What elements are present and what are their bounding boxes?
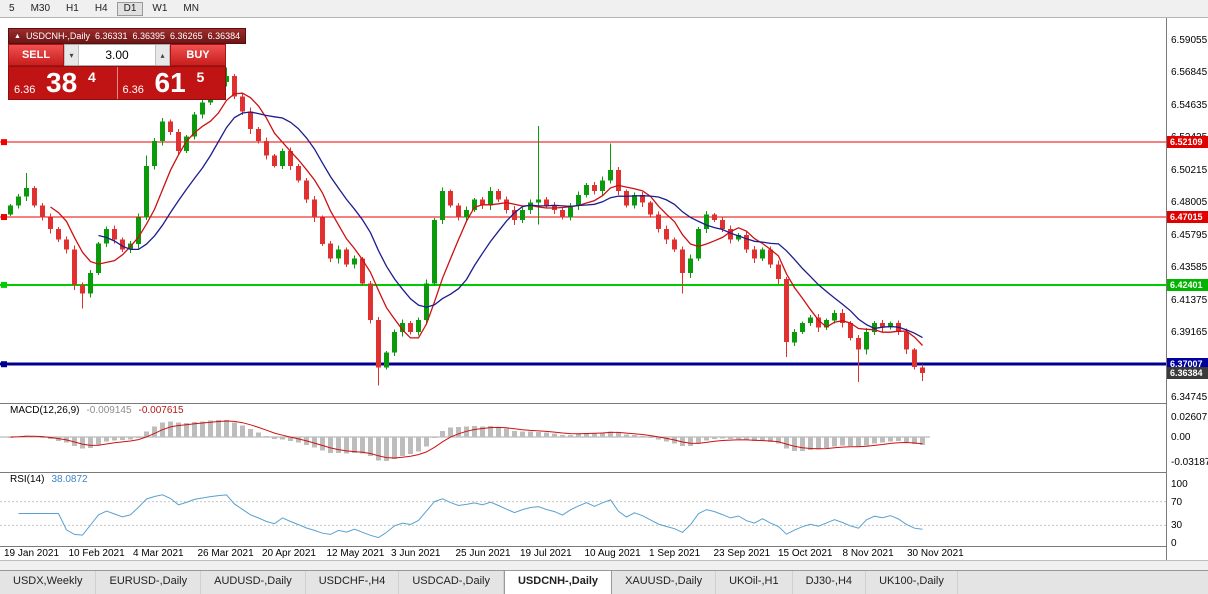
macd-main-value: -0.009145 <box>86 405 132 416</box>
date-label: 8 Nov 2021 <box>842 548 894 559</box>
rsi-indicator-name: RSI(14) <box>10 474 45 485</box>
volume-decrease-button[interactable]: ▾ <box>64 45 79 65</box>
price-tag: 6.37007 <box>1167 358 1208 371</box>
rsi-value: 38.0872 <box>51 474 88 485</box>
buy-price-base: 6.36 <box>122 84 144 96</box>
rsi-axis-label: 70 <box>1171 496 1183 508</box>
price-tag: 6.42401 <box>1167 278 1208 291</box>
macd-indicator-name: MACD(12,26,9) <box>10 405 80 416</box>
date-label: 3 Jun 2021 <box>391 548 441 559</box>
rsi-label: RSI(14) 38.0872 <box>10 474 88 485</box>
sell-price-pips: 38 <box>46 67 78 98</box>
chart-tab-usdx-weekly[interactable]: USDX,Weekly <box>0 571 97 594</box>
timeframe-toolbar: 5 M30 H1 H4 D1 W1 MN <box>0 0 1208 18</box>
chart-tab-eurusd-daily[interactable]: EURUSD-,Daily <box>96 571 202 594</box>
volume-control: ▾ ▴ <box>64 44 170 66</box>
timeframe-button-MN[interactable]: MN <box>176 1 206 16</box>
chart-tab-usdchf-h4[interactable]: USDCHF-,H4 <box>306 571 400 594</box>
date-label: 4 Mar 2021 <box>133 548 184 559</box>
price-tag: 6.52109 <box>1167 136 1208 149</box>
ohlc-low-value: 6.36265 <box>170 31 203 41</box>
chart-tab-bar: USDX,Weekly EURUSD-,Daily AUDUSD-,Daily USD… <box>0 570 1208 594</box>
rsi-axis-label: 30 <box>1171 520 1183 532</box>
date-label: 19 Jan 2021 <box>4 548 60 559</box>
buy-price-point: 5 <box>196 69 205 85</box>
chart-tab-usdcad-daily[interactable]: USDCAD-,Daily <box>399 571 504 594</box>
price-tick-label: 6.48005 <box>1171 197 1208 209</box>
date-label: 30 Nov 2021 <box>907 548 964 559</box>
date-label: 15 Oct 2021 <box>778 548 833 559</box>
chart-symbol-label: USDCNH-,Daily <box>25 31 90 41</box>
chart-tab-xauusd-daily[interactable]: XAUUSD-,Daily <box>612 571 717 594</box>
timeframe-button-5[interactable]: 5 <box>2 1 22 16</box>
macd-label: MACD(12,26,9) -0.009145 -0.007615 <box>10 405 184 416</box>
price-tick-label: 6.54635 <box>1171 99 1208 111</box>
volume-increase-button[interactable]: ▴ <box>155 45 170 65</box>
timeframe-button-H1[interactable]: H1 <box>59 1 86 16</box>
price-tick-label: 6.56845 <box>1171 67 1208 79</box>
rsi-svg[interactable] <box>0 473 1166 546</box>
price-tick-label: 6.39165 <box>1171 327 1208 339</box>
one-click-trading-panel: SELL ▾ ▴ BUY 6.36 38 4 6.36 <box>8 44 226 100</box>
buy-button[interactable]: BUY <box>170 44 226 66</box>
timeframe-button-W1[interactable]: W1 <box>145 1 175 16</box>
ohlc-high-value: 6.36395 <box>132 31 166 41</box>
date-label: 12 May 2021 <box>326 548 385 559</box>
date-label: 10 Feb 2021 <box>68 548 125 559</box>
sell-price-point: 4 <box>88 69 96 85</box>
price-tick-label: 6.50215 <box>1171 164 1208 176</box>
date-label: 23 Sep 2021 <box>713 548 771 559</box>
date-label: 10 Aug 2021 <box>584 548 641 559</box>
price-tick-label: 6.41375 <box>1171 294 1208 306</box>
trade-prices-row: 6.36 38 4 6.36 61 5 <box>8 66 226 100</box>
date-axis[interactable]: 19 Jan 2021 10 Feb 2021 4 Mar 2021 26 Mar 2… <box>0 546 1166 560</box>
rsi-axis-label: 100 <box>1171 479 1188 490</box>
chart-icon: ▲ <box>14 32 21 40</box>
date-label: 26 Mar 2021 <box>197 548 254 559</box>
buy-price-display[interactable]: 6.36 61 5 <box>118 67 226 99</box>
rsi-axis-label: 0 <box>1171 538 1177 549</box>
macd-axis-label: 0.00 <box>1171 432 1191 443</box>
price-tag: 6.36384 <box>1167 367 1208 380</box>
chart-tab-ukoil-h1[interactable]: UKOil-,H1 <box>716 571 793 594</box>
chart-tab-usdcnh-daily[interactable]: USDCNH-,Daily <box>503 571 613 594</box>
horizontal-scrollbar[interactable] <box>0 560 1208 570</box>
macd-signal-value: -0.007615 <box>138 405 184 416</box>
macd-axis-label: -0.03187 <box>1171 456 1208 468</box>
price-tag: 6.47015 <box>1167 211 1208 224</box>
date-label: 20 Apr 2021 <box>262 548 316 559</box>
date-label: 25 Jun 2021 <box>455 548 511 559</box>
chart-tab-dj30-h4[interactable]: DJ30-,H4 <box>793 571 867 594</box>
price-tick-label: 6.59055 <box>1171 34 1208 46</box>
macd-svg[interactable] <box>0 404 1166 472</box>
chart-title-bar[interactable]: ▲ USDCNH-,Daily 6.36331 6.36395 6.36265 … <box>8 28 247 44</box>
date-label: 1 Sep 2021 <box>649 548 701 559</box>
ohlc-close-value: 6.36384 <box>207 31 241 41</box>
trade-controls-row: SELL ▾ ▴ BUY <box>8 44 226 66</box>
rsi-panel[interactable]: RSI(14) 38.0872 <box>0 472 1166 546</box>
timeframe-button-D1[interactable]: D1 <box>116 1 144 16</box>
sell-button[interactable]: SELL <box>8 44 64 66</box>
chart-tab-uk100-daily[interactable]: UK100-,Daily <box>866 571 958 594</box>
price-tick-label: 6.43585 <box>1171 262 1208 274</box>
date-label: 19 Jul 2021 <box>520 548 572 559</box>
macd-axis-label: 0.02607 <box>1171 411 1208 423</box>
volume-input[interactable] <box>79 45 155 65</box>
macd-panel[interactable]: MACD(12,26,9) -0.009145 -0.007615 <box>0 403 1166 472</box>
sell-price-display[interactable]: 6.36 38 4 <box>9 67 118 99</box>
timeframe-button-H4[interactable]: H4 <box>87 1 115 16</box>
timeframe-button-M30[interactable]: M30 <box>23 1 58 16</box>
chart-workspace: ▲ USDCNH-,Daily 6.36331 6.36395 6.36265 … <box>0 18 1208 570</box>
sell-price-base: 6.36 <box>14 84 36 96</box>
price-tick-label: 6.45795 <box>1171 229 1208 241</box>
price-axis[interactable]: 6.590556.568456.546356.524256.502156.480… <box>1166 18 1208 560</box>
buy-price-pips: 61 <box>154 67 186 98</box>
main-chart-svg[interactable] <box>0 18 1166 403</box>
main-chart-area[interactable]: ▲ USDCNH-,Daily 6.36331 6.36395 6.36265 … <box>0 18 1166 403</box>
price-tick-label: 6.34745 <box>1171 392 1208 404</box>
ohlc-open-value: 6.36331 <box>94 31 128 41</box>
chart-tab-audusd-daily[interactable]: AUDUSD-,Daily <box>201 571 306 594</box>
